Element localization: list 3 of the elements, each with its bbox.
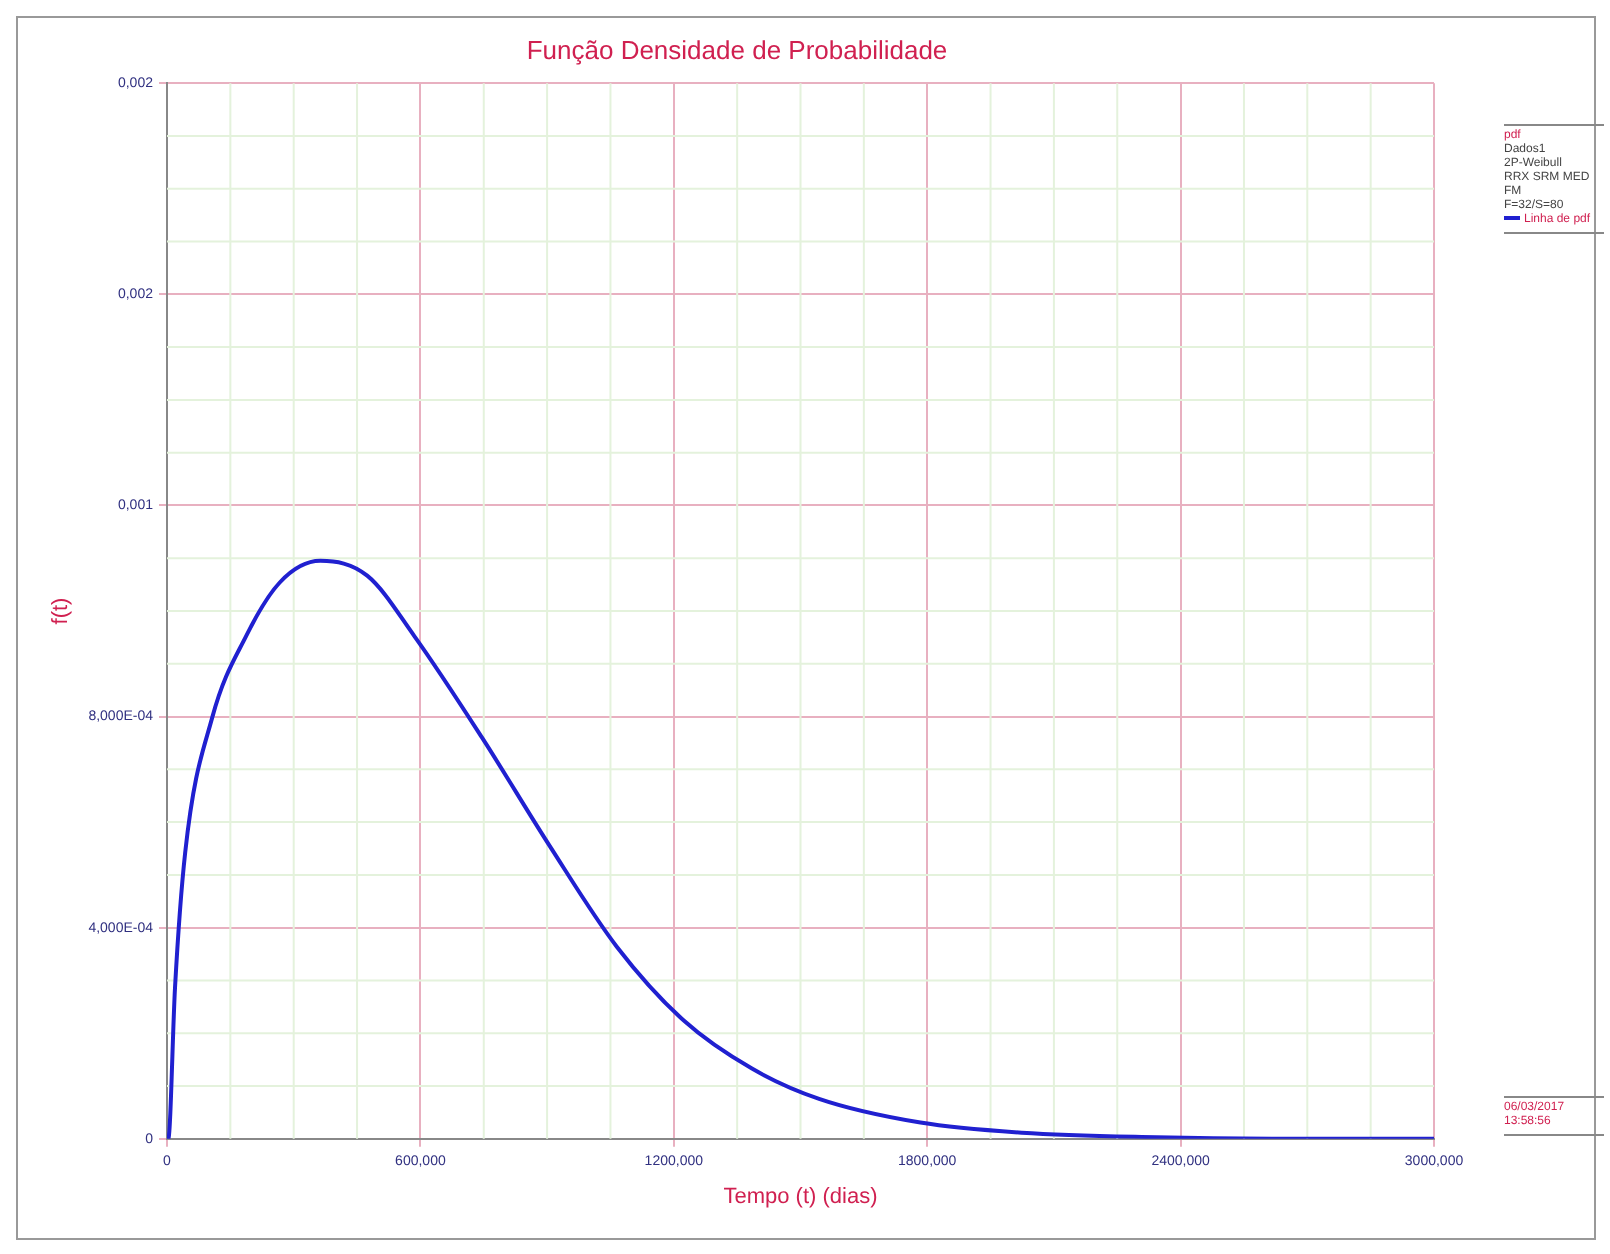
y-axis-title: f(t) <box>49 597 74 625</box>
chart-title: Função Densidade de Probabilidade <box>526 34 948 65</box>
x-axis-title: Tempo (t) (dias) <box>723 1184 878 1209</box>
